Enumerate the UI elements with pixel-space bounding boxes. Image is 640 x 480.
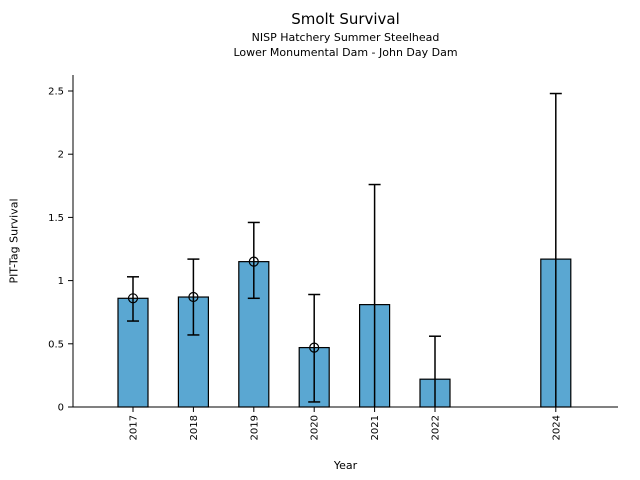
- y-tick-label: 0.5: [48, 339, 64, 350]
- x-tick-label: 2019: [249, 415, 260, 440]
- point-marker-2018: [188, 291, 199, 303]
- chart-subtitle-line2: Lower Monumental Dam - John Day Dam: [233, 46, 458, 59]
- y-tick-label: 1: [58, 276, 64, 287]
- x-tick-label: 2018: [189, 415, 200, 440]
- chart-subtitle-line1: NISP Hatchery Summer Steelhead: [251, 31, 440, 44]
- y-tick-label: 0: [58, 403, 64, 414]
- point-marker-2020: [309, 342, 320, 353]
- x-tick-label: 2017: [129, 415, 140, 440]
- point-marker-2017: [127, 293, 139, 304]
- x-tick-label: 2020: [310, 415, 321, 440]
- y-tick-label: 2: [58, 150, 64, 161]
- chart-title: Smolt Survival: [291, 10, 400, 28]
- point-marker-2019: [248, 256, 259, 267]
- y-tick-label: 2.5: [48, 87, 64, 98]
- x-axis-label: Year: [333, 459, 358, 472]
- x-tick-label: 2021: [370, 415, 381, 440]
- x-tick-label: 2022: [431, 415, 442, 440]
- y-tick-label: 1.5: [48, 213, 64, 224]
- x-tick-label: 2024: [551, 415, 562, 440]
